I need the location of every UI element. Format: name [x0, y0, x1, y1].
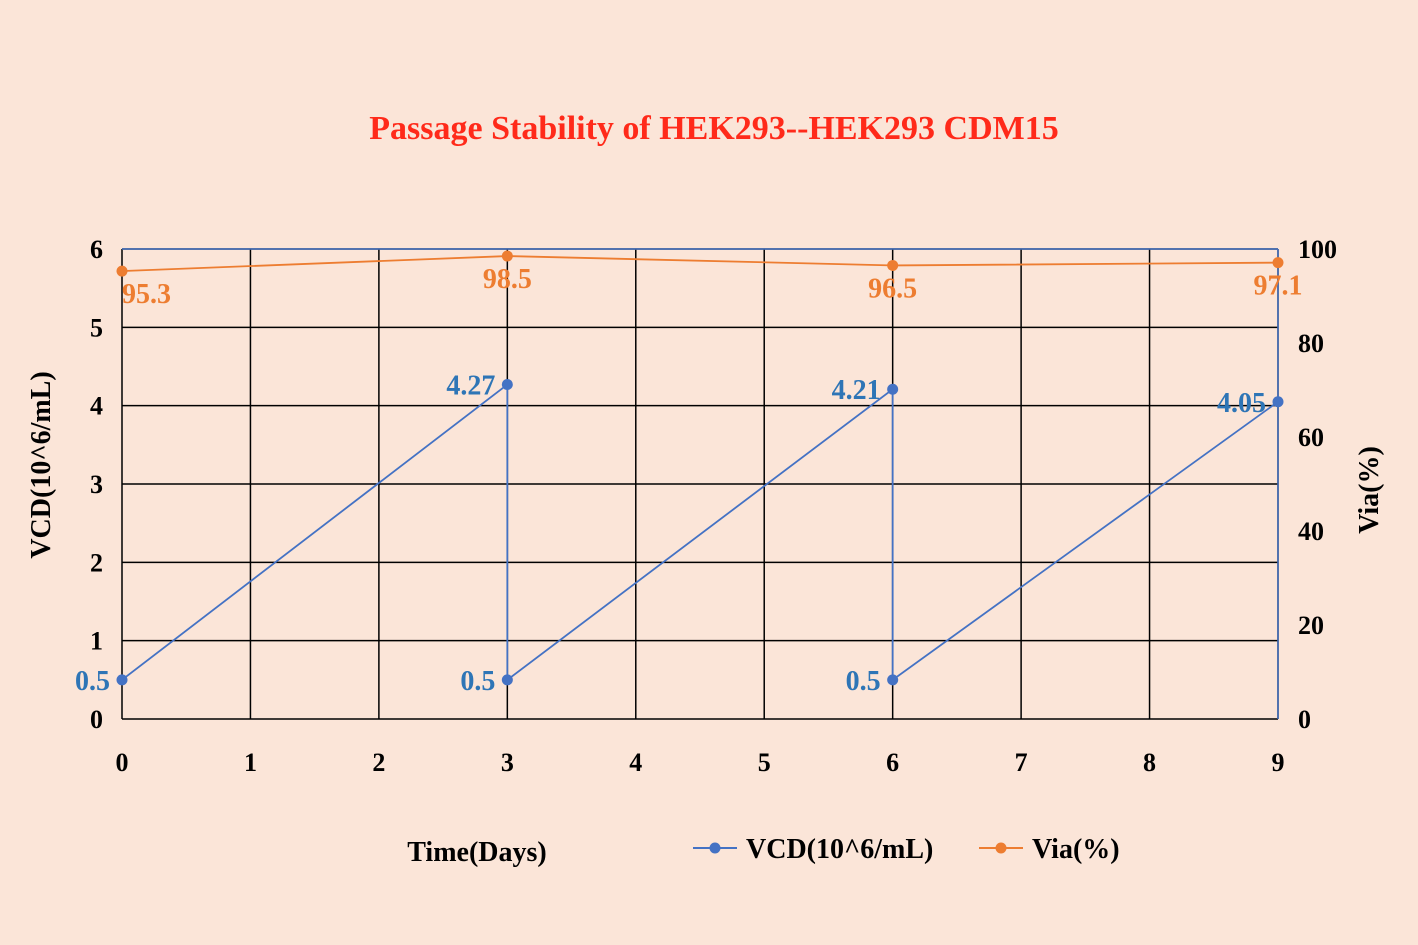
y2-tick-label: 80 [1298, 329, 1324, 358]
x-tick-label: 1 [244, 748, 257, 777]
legend-vcd-marker [709, 842, 721, 854]
y2-tick-label: 60 [1298, 423, 1324, 452]
vcd-point [887, 383, 899, 395]
legend-vcd-label: VCD(10^6/mL) [746, 834, 933, 865]
via-data-label: 98.5 [483, 264, 532, 295]
via-point [1272, 257, 1284, 269]
x-tick-label: 2 [372, 748, 385, 777]
vcd-data-label: 4.21 [832, 375, 881, 406]
x-tick-label: 7 [1015, 748, 1028, 777]
via-point [887, 259, 899, 271]
vcd-data-label: 0.5 [460, 666, 495, 697]
y2-tick-label: 40 [1298, 517, 1324, 546]
x-tick-label: 5 [758, 748, 771, 777]
x-tick-label: 0 [116, 748, 129, 777]
via-data-label: 96.5 [868, 273, 917, 304]
vcd-point [116, 674, 128, 686]
vcd-data-label: 0.5 [846, 666, 881, 697]
legend: VCD(10^6/mL) Via(%) [693, 834, 1120, 865]
via-point [116, 265, 128, 277]
y-axis-label: VCD(10^6/mL) [26, 371, 57, 558]
via-series-line [121, 255, 1279, 272]
vcd-series-line [121, 382, 1279, 682]
vcd-data-label: 4.05 [1217, 388, 1266, 419]
vcd-point [887, 674, 899, 686]
y-tick-label: 0 [90, 705, 103, 734]
y2-tick-label: 0 [1298, 705, 1311, 734]
x-axis-label: Time(Days) [407, 837, 546, 868]
x-tick-label: 3 [501, 748, 514, 777]
data-labels: 0.5 4.27 0.5 4.21 0.5 4.05 95.3 98.5 96.5 97.1 [75, 264, 1303, 697]
y-tick-label: 2 [90, 548, 103, 577]
legend-via-marker [995, 842, 1007, 854]
x-tick-label: 4 [629, 748, 642, 777]
y2-tick-label: 100 [1298, 235, 1337, 264]
series [116, 250, 1284, 686]
y-tick-label: 3 [90, 470, 103, 499]
y-tick-label: 6 [90, 235, 103, 264]
y2-axis-label: Via(%) [1354, 446, 1385, 534]
y2-tick-label: 20 [1298, 611, 1324, 640]
x-tick-label: 6 [886, 748, 899, 777]
legend-via-label: Via(%) [1032, 834, 1120, 865]
chart-title: Passage Stability of HEK293--HEK293 CDM1… [369, 110, 1058, 147]
y-tick-label: 1 [90, 627, 103, 656]
vcd-point [501, 379, 513, 391]
via-point [501, 250, 513, 262]
x-tick-label: 8 [1143, 748, 1156, 777]
y-tick-label: 5 [90, 313, 103, 342]
vcd-point [501, 674, 513, 686]
vcd-point [1272, 396, 1284, 408]
via-data-label: 97.1 [1254, 271, 1303, 302]
vcd-data-label: 4.27 [446, 371, 495, 402]
y-tick-label: 4 [90, 392, 103, 421]
x-tick-label: 9 [1272, 748, 1285, 777]
via-data-label: 95.3 [122, 279, 171, 310]
vcd-data-label: 0.5 [75, 666, 110, 697]
